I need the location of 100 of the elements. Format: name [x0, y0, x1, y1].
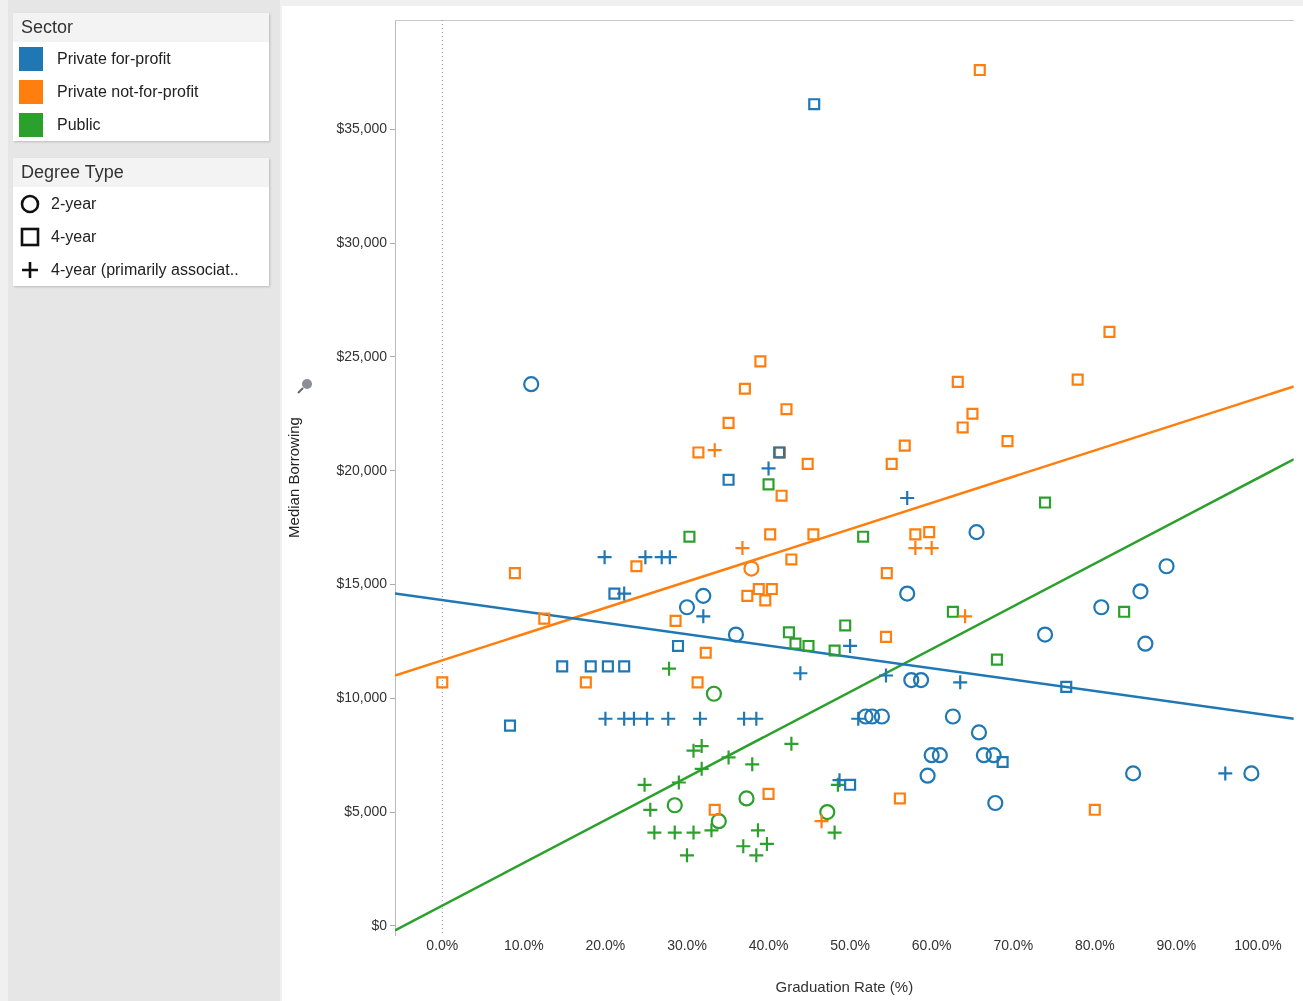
- point: [660, 660, 678, 677]
- x-tick-label: 70.0%: [993, 937, 1034, 954]
- point: [636, 776, 653, 793]
- point: [903, 671, 920, 689]
- legend-title: Sector: [13, 13, 269, 42]
- point: [880, 567, 893, 580]
- point: [813, 813, 830, 830]
- x-tick-label: 50.0%: [830, 937, 870, 954]
- point: [899, 585, 916, 602]
- point: [759, 594, 772, 607]
- point: [951, 375, 964, 388]
- point: [556, 660, 569, 673]
- x-tick-label: 60.0%: [911, 937, 952, 954]
- point: [873, 708, 891, 725]
- point: [637, 549, 654, 566]
- point: [792, 665, 809, 682]
- point: [618, 660, 631, 673]
- point: [706, 442, 723, 459]
- point: [885, 457, 898, 470]
- point: [919, 767, 936, 784]
- point: [741, 589, 754, 602]
- point: [946, 605, 959, 618]
- point: [780, 403, 793, 416]
- point: [743, 560, 760, 577]
- point: [683, 530, 696, 543]
- point: [765, 582, 778, 596]
- point: [990, 653, 1003, 666]
- x-tick-label: 30.0%: [667, 937, 707, 954]
- point: [956, 421, 969, 434]
- point: [1137, 635, 1154, 652]
- y-tick-label: $5,000: [344, 802, 388, 819]
- legend-label: Private for-profit: [57, 49, 171, 68]
- point: [579, 676, 592, 689]
- point: [762, 478, 775, 491]
- point: [695, 587, 712, 604]
- point: [1103, 325, 1116, 338]
- point: [735, 838, 752, 855]
- point: [708, 803, 721, 816]
- point: [722, 416, 735, 429]
- point: [801, 457, 814, 470]
- point: [1071, 373, 1084, 386]
- point: [1060, 680, 1073, 693]
- point: [503, 719, 517, 732]
- point: [828, 644, 841, 657]
- x-tick-label: 10.0%: [504, 937, 544, 954]
- legend-label: Private not-for-profit: [57, 82, 199, 101]
- point: [808, 98, 821, 111]
- point: [596, 549, 613, 566]
- point: [907, 539, 924, 557]
- point: [785, 553, 798, 566]
- point: [734, 539, 751, 557]
- point: [678, 847, 696, 864]
- point: [584, 660, 597, 673]
- y-tick-label: $0: [371, 916, 388, 933]
- point: [666, 797, 683, 814]
- point: [601, 660, 614, 673]
- point: [703, 822, 720, 839]
- point: [952, 674, 969, 691]
- y-tick-label: $20,000: [336, 461, 388, 478]
- point: [1088, 803, 1101, 816]
- point: [660, 710, 677, 727]
- point: [738, 382, 751, 395]
- point: [436, 676, 449, 689]
- text: 4-year: [51, 227, 97, 246]
- point: [1243, 765, 1260, 782]
- point: [705, 685, 722, 702]
- point: [783, 735, 800, 752]
- point: [1036, 626, 1054, 643]
- point: [625, 710, 643, 727]
- point: [1217, 765, 1234, 782]
- point: [807, 528, 820, 541]
- point: [893, 792, 906, 805]
- point: [685, 824, 702, 841]
- point: [638, 710, 656, 727]
- point: [909, 528, 922, 541]
- point: [985, 747, 1002, 764]
- x-axis-title: Graduation Rate (%): [775, 978, 914, 996]
- point: [538, 612, 551, 625]
- point: [923, 526, 936, 539]
- point: [973, 64, 986, 77]
- point: [1093, 599, 1110, 616]
- point: [987, 794, 1004, 812]
- point: [819, 803, 836, 821]
- point: [775, 489, 788, 502]
- point: [666, 824, 683, 841]
- point: [752, 582, 765, 596]
- point: [758, 835, 776, 853]
- point: [691, 710, 709, 727]
- point: [923, 539, 940, 557]
- point: [968, 524, 985, 541]
- point: [844, 778, 857, 791]
- point: [826, 824, 843, 841]
- x-tick-label: 80.0%: [1074, 937, 1115, 954]
- point: [839, 619, 852, 632]
- point: [685, 742, 702, 759]
- y-tick-label: $30,000: [336, 233, 388, 250]
- point: [1132, 583, 1149, 600]
- point: [944, 708, 961, 725]
- text: Degree Type: [13, 158, 269, 187]
- point: [691, 676, 704, 689]
